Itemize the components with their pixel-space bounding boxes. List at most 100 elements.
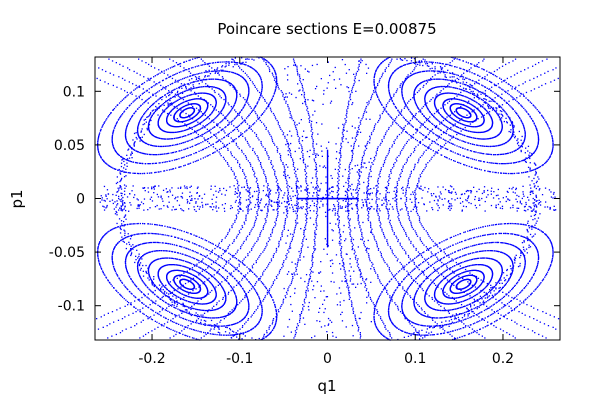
data-point <box>460 88 462 91</box>
data-point <box>194 297 196 299</box>
data-point <box>224 269 227 271</box>
data-point <box>150 290 152 292</box>
data-point <box>456 98 458 100</box>
data-point <box>480 112 483 115</box>
data-point <box>453 98 455 100</box>
data-point <box>547 125 549 127</box>
data-point <box>234 293 236 295</box>
data-point <box>497 162 499 165</box>
data-point <box>190 328 193 330</box>
data-point <box>176 158 178 160</box>
data-point <box>134 111 137 113</box>
data-point <box>456 131 458 134</box>
data-point <box>192 116 194 119</box>
data-point <box>145 142 147 145</box>
data-point <box>485 145 487 147</box>
data-point <box>97 250 99 252</box>
data-point <box>130 278 132 280</box>
data-point <box>434 142 437 144</box>
data-point <box>424 96 426 98</box>
data-point <box>133 295 135 297</box>
data-point <box>196 57 198 59</box>
data-point <box>116 226 119 228</box>
data-point <box>126 288 128 290</box>
data-point <box>130 292 132 294</box>
data-point <box>433 103 436 105</box>
data-point <box>521 106 524 108</box>
data-point <box>112 228 114 230</box>
data-point <box>505 153 507 155</box>
data-point <box>143 232 145 235</box>
data-point <box>199 122 201 124</box>
data-point <box>458 117 460 119</box>
data-point <box>548 157 550 159</box>
data-point <box>223 61 225 63</box>
data-point <box>207 71 209 73</box>
data-point <box>149 251 151 253</box>
data-point <box>230 110 232 112</box>
data-point <box>211 301 213 303</box>
data-point <box>462 83 464 85</box>
data-point <box>133 113 135 115</box>
data-point <box>469 274 471 276</box>
data-point <box>234 87 236 89</box>
data-point <box>484 78 486 80</box>
data-point <box>494 75 497 77</box>
data-point <box>459 277 461 279</box>
data-point <box>183 141 185 144</box>
data-point <box>117 226 119 228</box>
data-point <box>523 95 525 97</box>
data-point <box>506 114 508 116</box>
data-point <box>211 283 213 286</box>
data-point <box>404 102 406 104</box>
data-point <box>418 71 421 73</box>
data-point <box>221 286 223 289</box>
data-point <box>199 79 201 82</box>
data-point <box>522 123 524 125</box>
data-point <box>510 106 512 108</box>
data-point <box>474 112 476 114</box>
data-point <box>431 122 433 125</box>
data-point <box>190 99 193 101</box>
data-point <box>212 70 214 72</box>
data-point <box>231 324 233 326</box>
data-point <box>442 92 445 95</box>
data-point <box>388 92 391 95</box>
data-point <box>214 290 217 292</box>
data-point <box>183 230 185 233</box>
data-point <box>207 138 209 140</box>
data-point <box>97 247 99 249</box>
data-point <box>205 92 207 94</box>
data-point <box>154 145 156 147</box>
data-point <box>425 103 427 105</box>
data-point <box>467 274 470 276</box>
data-point <box>196 113 199 115</box>
data-point <box>174 294 176 296</box>
data-point <box>216 61 219 63</box>
data-point <box>199 309 202 311</box>
data-point <box>407 63 409 65</box>
data-point <box>175 244 177 246</box>
data-point <box>474 131 476 133</box>
data-point <box>113 168 115 170</box>
data-point <box>441 116 443 118</box>
data-point <box>162 153 164 155</box>
data-point <box>187 89 189 91</box>
data-point <box>457 126 460 129</box>
data-point <box>478 83 480 85</box>
data-point <box>214 253 216 255</box>
data-point <box>204 276 206 278</box>
data-point <box>424 117 427 119</box>
data-point <box>97 253 99 255</box>
data-point <box>233 291 236 293</box>
data-point <box>187 291 189 293</box>
data-point <box>456 292 458 294</box>
data-point <box>174 88 176 90</box>
data-point <box>269 102 271 104</box>
data-point <box>519 117 521 120</box>
data-point <box>219 334 221 336</box>
data-point <box>261 310 263 312</box>
data-point <box>153 112 155 115</box>
data-point <box>202 157 204 159</box>
data-point <box>145 90 147 92</box>
